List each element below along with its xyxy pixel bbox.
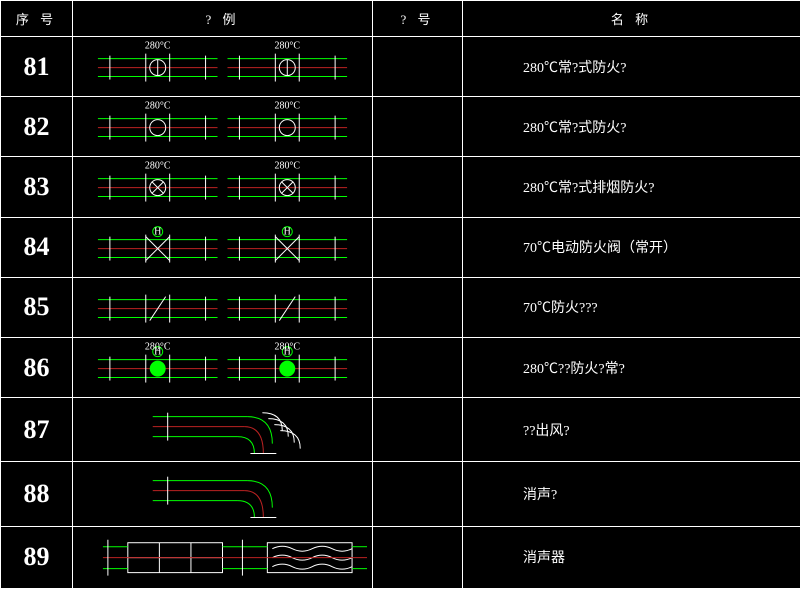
symbol-name: 消声? [523, 488, 557, 503]
legend-symbol [73, 462, 373, 526]
svg-text:280°C: 280°C [145, 101, 171, 112]
svg-text:H: H [154, 226, 161, 237]
legend-table: 序 号 ? 例 ? 号 名 称 81 280°C 280°C 280℃常?式防火?… [0, 0, 800, 589]
table-row: 86 H280°CH280°C 280℃??防火?常? [1, 337, 800, 397]
symbol-number [373, 398, 463, 462]
table-row: 89 消声器 [1, 526, 800, 588]
legend-symbol [73, 398, 373, 462]
symbol-number [373, 277, 463, 337]
symbol-name: 70℃防火??? [523, 301, 598, 316]
seq-number: 82 [24, 112, 50, 141]
table-row: 88 消声? [1, 462, 800, 526]
svg-text:280°C: 280°C [275, 41, 301, 52]
hdr-legend: ? 例 [73, 1, 373, 37]
legend-symbol [73, 277, 373, 337]
seq-number: 87 [24, 415, 50, 444]
symbol-name: 280℃常?式防火? [523, 61, 626, 76]
svg-text:280°C: 280°C [275, 342, 301, 353]
hdr-num: ? 号 [373, 1, 463, 37]
table-row: 85 70℃防火??? [1, 277, 800, 337]
symbol-number [373, 97, 463, 157]
seq-number: 85 [24, 292, 50, 321]
legend-symbol: 280°C 280°C [73, 157, 373, 217]
seq-number: 83 [24, 172, 50, 201]
symbol-name: 消声器 [523, 551, 565, 566]
table-row: 84 HH 70℃电动防火阀（常开） [1, 217, 800, 277]
table-row: 82 280°C 280°C 280℃常?式防火? [1, 97, 800, 157]
svg-text:280°C: 280°C [145, 161, 171, 172]
svg-text:280°C: 280°C [275, 161, 301, 172]
svg-text:H: H [284, 226, 291, 237]
table-row: 83 280°C 280°C 280℃常?式排烟防火? [1, 157, 800, 217]
seq-number: 88 [24, 479, 50, 508]
symbol-name: ??出风? [523, 424, 570, 439]
symbol-number [373, 526, 463, 588]
legend-symbol [73, 526, 373, 588]
svg-text:280°C: 280°C [145, 41, 171, 52]
symbol-number [373, 37, 463, 97]
legend-symbol: HH [73, 217, 373, 277]
symbol-number [373, 157, 463, 217]
hdr-name: 名 称 [463, 1, 800, 37]
symbol-number [373, 337, 463, 397]
symbol-name: 280℃??防火?常? [523, 362, 625, 377]
legend-symbol: H280°CH280°C [73, 337, 373, 397]
symbol-name: 280℃常?式防火? [523, 121, 626, 136]
hdr-seq: 序 号 [1, 1, 73, 37]
table-row: 87 ??出风? [1, 398, 800, 462]
symbol-name: 280℃常?式排烟防火? [523, 181, 654, 196]
symbol-number [373, 217, 463, 277]
symbol-number [373, 462, 463, 526]
seq-number: 86 [24, 353, 50, 382]
seq-number: 81 [24, 52, 50, 81]
svg-text:280°C: 280°C [145, 342, 171, 353]
table-row: 81 280°C 280°C 280℃常?式防火? [1, 37, 800, 97]
svg-text:280°C: 280°C [275, 101, 301, 112]
legend-symbol: 280°C 280°C [73, 37, 373, 97]
seq-number: 84 [24, 232, 50, 261]
header-row: 序 号 ? 例 ? 号 名 称 [1, 1, 800, 37]
legend-symbol: 280°C 280°C [73, 97, 373, 157]
symbol-name: 70℃电动防火阀（常开） [523, 241, 677, 256]
seq-number: 89 [24, 542, 50, 571]
